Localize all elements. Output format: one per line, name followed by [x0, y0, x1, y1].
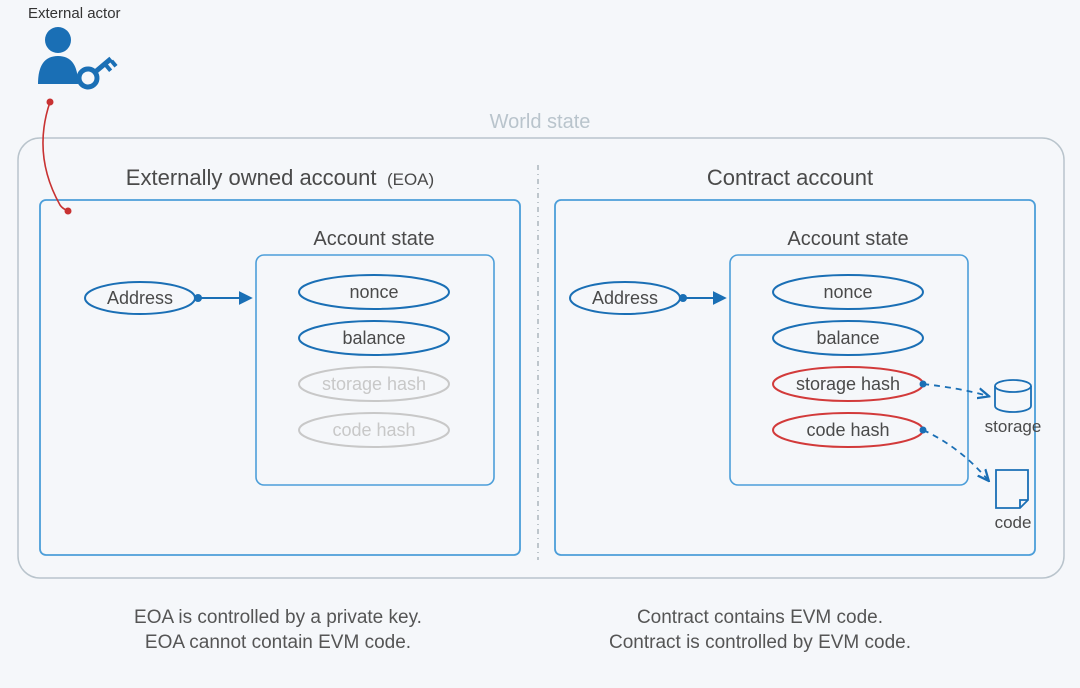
ca-storagehash-label: storage hash: [796, 374, 900, 394]
world-state-box: [18, 138, 1064, 578]
eoa-storagehash-pill: storage hash: [299, 367, 449, 401]
ca-state-label: Account state: [787, 228, 908, 250]
eoa-balance-pill: balance: [299, 321, 449, 355]
key-icon: [75, 51, 117, 91]
eoa-storagehash-label: storage hash: [322, 374, 426, 394]
external-actor-label: External actor: [28, 5, 121, 22]
eoa-codehash-pill: code hash: [299, 413, 449, 447]
world-state-label: World state: [490, 111, 591, 133]
eoa-title-main: Externally owned account: [126, 165, 377, 190]
ca-codehash-pill: code hash: [773, 413, 923, 447]
ca-nonce-label: nonce: [823, 282, 872, 302]
caption-ca-2: Contract is controlled by EVM code.: [609, 632, 911, 653]
code-label: code: [995, 513, 1032, 532]
contract-title: Contract account: [707, 165, 873, 190]
eoa-balance-label: balance: [342, 328, 405, 348]
ca-codehash-label: code hash: [806, 420, 889, 440]
eoa-state-label: Account state: [313, 228, 434, 250]
actor-connector: [43, 99, 72, 215]
caption-eoa-2: EOA cannot contain EVM code.: [145, 632, 411, 653]
person-icon: [38, 27, 78, 84]
storage-arrow: [920, 381, 989, 397]
caption-eoa-1: EOA is controlled by a private key.: [134, 607, 422, 628]
code-arrow: [920, 427, 989, 481]
eoa-title: Externally owned account (EOA): [126, 165, 434, 190]
eoa-address-label: Address: [107, 288, 173, 308]
ca-address-group: Address: [570, 282, 724, 314]
diagram-root: External actor World state Externally ow…: [0, 0, 1080, 688]
storage-label: storage: [985, 417, 1042, 436]
storage-icon: [995, 380, 1031, 412]
eoa-title-suffix: (EOA): [387, 170, 434, 189]
eoa-address-group: Address: [85, 282, 250, 314]
ca-balance-pill: balance: [773, 321, 923, 355]
code-icon: [996, 470, 1028, 508]
ca-address-label: Address: [592, 288, 658, 308]
eoa-box: [40, 200, 520, 555]
ca-storagehash-pill: storage hash: [773, 367, 923, 401]
eoa-codehash-label: code hash: [332, 420, 415, 440]
ca-balance-label: balance: [816, 328, 879, 348]
eoa-nonce-label: nonce: [349, 282, 398, 302]
caption-ca-1: Contract contains EVM code.: [637, 607, 883, 628]
eoa-nonce-pill: nonce: [299, 275, 449, 309]
ca-nonce-pill: nonce: [773, 275, 923, 309]
